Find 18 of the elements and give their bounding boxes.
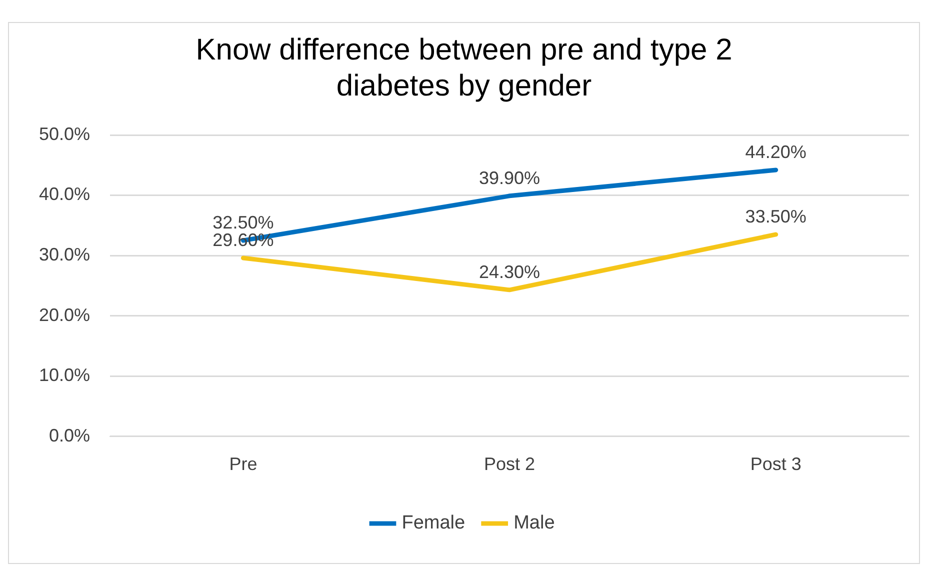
- y-tick-label: 30.0%: [38, 244, 90, 265]
- y-tick-label: 40.0%: [38, 184, 90, 204]
- legend-label: Female: [402, 512, 466, 534]
- y-tick-label: 20.0%: [38, 304, 90, 325]
- data-label: 33.50%: [745, 206, 806, 226]
- x-tick-label: Post 3: [750, 454, 802, 474]
- data-label: 39.90%: [478, 168, 540, 188]
- data-label: 32.50%: [212, 212, 274, 232]
- data-label: 29.60%: [212, 230, 274, 250]
- y-tick-label: 50.0%: [38, 124, 90, 144]
- data-label: 44.20%: [745, 142, 806, 162]
- x-tick-label: Pre: [229, 454, 258, 474]
- chart-title: Know difference between pre and type 2 diabetes by gender: [196, 33, 732, 102]
- x-tick-label: Post 2: [484, 454, 536, 474]
- y-tick-label: 0.0%: [49, 425, 90, 446]
- data-label: 24.30%: [478, 262, 540, 282]
- legend-label: Male: [514, 512, 555, 534]
- y-tick-label: 10.0%: [38, 365, 90, 386]
